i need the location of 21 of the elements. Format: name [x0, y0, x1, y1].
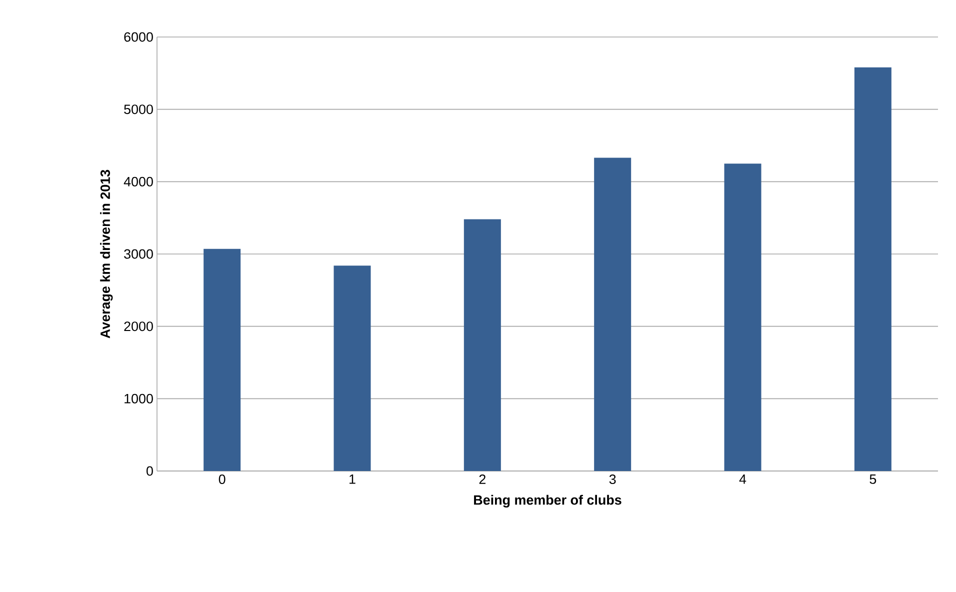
bar	[334, 266, 371, 471]
x-tick-label: 3	[609, 474, 616, 484]
y-tick-label: 4000	[124, 176, 153, 186]
y-axis-title: Average km driven in 2013	[100, 170, 113, 338]
bar	[204, 248, 241, 471]
y-tick-label: 5000	[124, 104, 153, 114]
y-tick-label: 6000	[124, 32, 153, 42]
y-tick-label: 1000	[124, 394, 153, 404]
y-tick-label: 0	[146, 466, 153, 476]
x-tick-label: 2	[479, 474, 486, 484]
x-axis-title: Being member of clubs	[474, 494, 622, 508]
y-tick-label: 3000	[124, 249, 153, 259]
bar	[724, 164, 762, 471]
bar	[854, 67, 892, 471]
bar	[464, 219, 501, 471]
y-tick-label: 2000	[124, 322, 153, 332]
x-tick-label: 5	[870, 474, 876, 484]
x-tick-label: 0	[218, 474, 226, 484]
bar	[594, 158, 632, 471]
x-tick-label: 4	[739, 474, 746, 484]
x-tick-label: 1	[350, 474, 356, 484]
